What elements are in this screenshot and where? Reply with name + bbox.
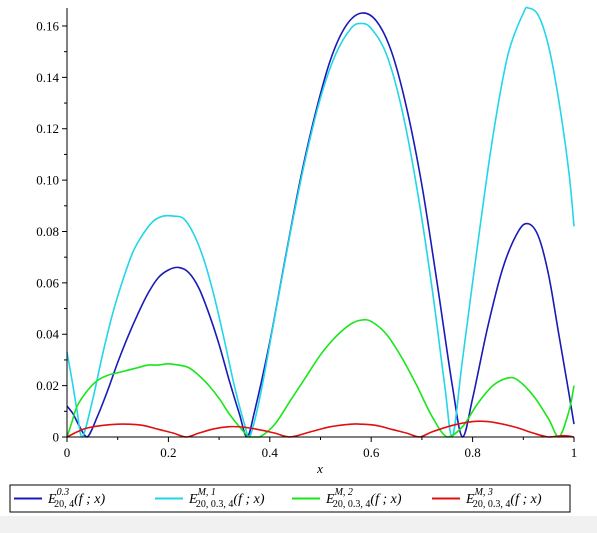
chart-svg: 0 0.02 0.04 0.06 0.08 0.10 0.12 0.14 0.16 0 0.2 0.4…	[9, 6, 577, 513]
x-tick-label: 0	[64, 445, 71, 460]
x-axis-label: x	[316, 461, 323, 476]
x-tick-label: 0.6	[363, 445, 380, 460]
legend-entry-EM1: EM, 1 20, 0.3, 4(f ; x)	[188, 487, 265, 510]
y-tick-label: 0.02	[36, 378, 59, 393]
x-tick-label: 0.2	[160, 445, 176, 460]
series-curves	[66, 6, 575, 438]
y-tick-label: 0.06	[36, 275, 59, 290]
axes	[66, 8, 574, 438]
legend-entry-EM3: EM, 3 20, 0.3, 4(f ; x)	[465, 487, 542, 510]
legend-entry-E03: E0.3 20, 4(f ; x)	[47, 487, 105, 510]
axis-ticks: 0 0.02 0.04 0.06 0.08 0.10 0.12 0.14 0.16 0 0.2 0.4…	[36, 18, 577, 460]
legend-entry-EM2: EM, 2 20, 0.3, 4(f ; x)	[325, 487, 402, 510]
series-line-EM2	[66, 318, 575, 438]
window-bottom-band	[0, 516, 597, 533]
y-tick-label: 0.14	[36, 70, 59, 85]
y-tick-label: 0.08	[36, 224, 59, 239]
legend: E0.3 20, 4(f ; x) EM, 1 20, 0.3, 4(f ; x) EM…	[9, 484, 571, 513]
y-tick-label: 0.04	[36, 327, 59, 342]
x-tick-label: 1	[571, 445, 578, 460]
y-tick-label: 0.12	[36, 121, 59, 136]
series-line-E03	[66, 12, 575, 438]
legend-box	[9, 484, 571, 513]
series-line-EM3	[66, 420, 575, 438]
series-line-EM1	[66, 6, 575, 438]
y-tick-label: 0.16	[36, 18, 59, 33]
x-tick-label: 0.4	[262, 445, 279, 460]
y-tick-label: 0.10	[36, 173, 59, 188]
y-tick-label: 0	[53, 430, 60, 445]
x-tick-label: 0.8	[464, 445, 480, 460]
